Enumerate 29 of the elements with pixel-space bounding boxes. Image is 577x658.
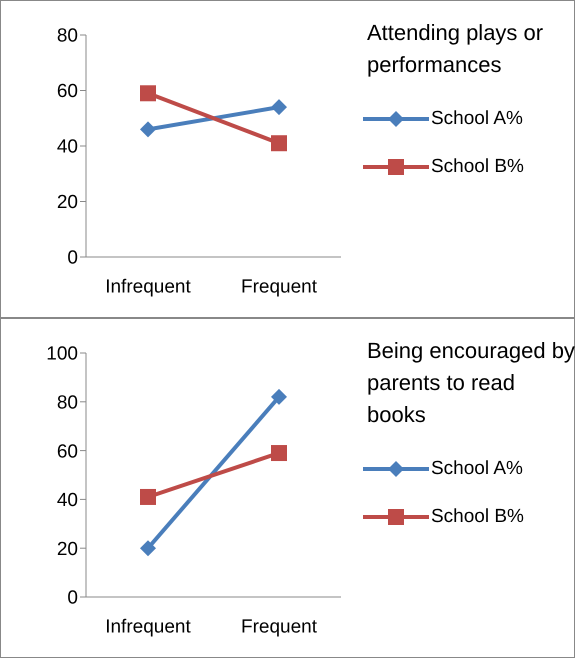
point [140,488,156,505]
point [271,388,287,405]
legend-label: School B% [431,156,524,178]
point [140,121,156,138]
y-tick-label: 80 [56,26,78,47]
point [271,99,287,116]
y-tick-label: 40 [56,490,78,512]
x-tick-label: Infrequent [105,616,192,638]
point [271,135,287,152]
x-tick-label: Frequent [240,616,318,638]
point [271,445,287,462]
x-tick-label: Infrequent [105,276,192,298]
y-tick-label: 40 [56,136,78,158]
legend-label: School B% [431,506,524,528]
legend-title: Being encouraged by parents to read books [367,337,576,429]
legend-label: School A% [431,108,523,130]
y-tick-label: 80 [56,392,78,414]
y-tick-label: 100 [46,344,78,365]
x-tick-label: Frequent [240,276,318,298]
y-tick-label: 20 [56,538,78,560]
y-tick-label: 0 [67,248,78,269]
legend-label: School A% [431,458,523,480]
point [140,540,156,556]
y-tick-label: 60 [56,441,78,462]
legend-title: Attending plays or performances [367,19,544,79]
y-tick-label: 60 [56,81,78,102]
y-tick-label: 20 [56,192,78,214]
point [140,85,156,102]
y-tick-label: 0 [67,588,78,609]
